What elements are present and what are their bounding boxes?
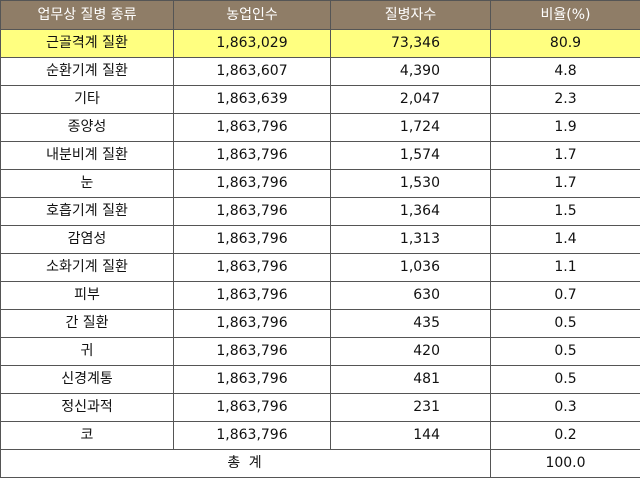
ratio-cell: 1.4 bbox=[491, 226, 640, 254]
farmer-count-cell: 1,863,796 bbox=[174, 226, 331, 254]
farmer-count-cell: 1,863,796 bbox=[174, 170, 331, 198]
disease-name-cell: 정신과적 bbox=[1, 394, 174, 422]
ratio-cell: 1.7 bbox=[491, 170, 640, 198]
farmer-count-cell: 1,863,796 bbox=[174, 198, 331, 226]
patient-count-cell: 1,036 bbox=[331, 254, 491, 282]
patient-count-cell: 1,364 bbox=[331, 198, 491, 226]
ratio-cell: 4.8 bbox=[491, 58, 640, 86]
patient-count-cell: 2,047 bbox=[331, 86, 491, 114]
ratio-cell: 1.5 bbox=[491, 198, 640, 226]
disease-name-cell: 간 질환 bbox=[1, 310, 174, 338]
patient-count-cell: 144 bbox=[331, 422, 491, 450]
table-footer: 총 계 100.0 bbox=[1, 450, 640, 478]
patient-count-cell: 1,574 bbox=[331, 142, 491, 170]
farmer-count-cell: 1,863,796 bbox=[174, 310, 331, 338]
ratio-cell: 2.3 bbox=[491, 86, 640, 114]
disease-name-cell: 내분비계 질환 bbox=[1, 142, 174, 170]
ratio-cell: 1.1 bbox=[491, 254, 640, 282]
disease-name-cell: 소화기계 질환 bbox=[1, 254, 174, 282]
farmer-count-cell: 1,863,796 bbox=[174, 114, 331, 142]
farmer-count-cell: 1,863,607 bbox=[174, 58, 331, 86]
header-ratio: 비율(%) bbox=[491, 1, 640, 30]
patient-count-cell: 1,530 bbox=[331, 170, 491, 198]
ratio-cell: 0.2 bbox=[491, 422, 640, 450]
header-row: 업무상 질병 종류 농업인수 질병자수 비율(%) bbox=[1, 1, 640, 30]
patient-count-cell: 4,390 bbox=[331, 58, 491, 86]
patient-count-cell: 481 bbox=[331, 366, 491, 394]
ratio-cell: 0.3 bbox=[491, 394, 640, 422]
disease-name-cell: 귀 bbox=[1, 338, 174, 366]
disease-name-cell: 근골격계 질환 bbox=[1, 30, 174, 58]
disease-name-cell: 눈 bbox=[1, 170, 174, 198]
ratio-cell: 1.9 bbox=[491, 114, 640, 142]
header-disease-type: 업무상 질병 종류 bbox=[1, 1, 174, 30]
patient-count-cell: 231 bbox=[331, 394, 491, 422]
ratio-cell: 0.5 bbox=[491, 366, 640, 394]
farmer-count-cell: 1,863,796 bbox=[174, 366, 331, 394]
ratio-cell: 1.7 bbox=[491, 142, 640, 170]
patient-count-cell: 630 bbox=[331, 282, 491, 310]
patient-count-cell: 1,724 bbox=[331, 114, 491, 142]
ratio-cell: 80.9 bbox=[491, 30, 640, 58]
farmer-count-cell: 1,863,796 bbox=[174, 338, 331, 366]
ratio-cell: 0.5 bbox=[491, 310, 640, 338]
farmer-count-cell: 1,863,796 bbox=[174, 422, 331, 450]
farmer-count-cell: 1,863,796 bbox=[174, 394, 331, 422]
table-header: 업무상 질병 종류 농업인수 질병자수 비율(%) bbox=[1, 1, 640, 30]
patient-count-cell: 420 bbox=[331, 338, 491, 366]
ratio-cell: 0.5 bbox=[491, 338, 640, 366]
total-label: 총 계 bbox=[1, 450, 491, 478]
disease-name-cell: 피부 bbox=[1, 282, 174, 310]
patient-count-cell: 73,346 bbox=[331, 30, 491, 58]
header-farmer-count: 농업인수 bbox=[174, 1, 331, 30]
disease-name-cell: 종양성 bbox=[1, 114, 174, 142]
farmer-count-cell: 1,863,029 bbox=[174, 30, 331, 58]
farmer-count-cell: 1,863,796 bbox=[174, 282, 331, 310]
disease-name-cell: 순환기계 질환 bbox=[1, 58, 174, 86]
disease-name-cell: 신경계통 bbox=[1, 366, 174, 394]
patient-count-cell: 1,313 bbox=[331, 226, 491, 254]
header-patient-count: 질병자수 bbox=[331, 1, 491, 30]
disease-name-cell: 호흡기계 질환 bbox=[1, 198, 174, 226]
disease-name-cell: 코 bbox=[1, 422, 174, 450]
total-ratio: 100.0 bbox=[491, 450, 640, 478]
disease-name-cell: 감염성 bbox=[1, 226, 174, 254]
farmer-count-cell: 1,863,796 bbox=[174, 142, 331, 170]
ratio-cell: 0.7 bbox=[491, 282, 640, 310]
disease-name-cell: 기타 bbox=[1, 86, 174, 114]
total-row: 총 계 100.0 bbox=[1, 450, 640, 478]
patient-count-cell: 435 bbox=[331, 310, 491, 338]
farmer-count-cell: 1,863,639 bbox=[174, 86, 331, 114]
farmer-count-cell: 1,863,796 bbox=[174, 254, 331, 282]
